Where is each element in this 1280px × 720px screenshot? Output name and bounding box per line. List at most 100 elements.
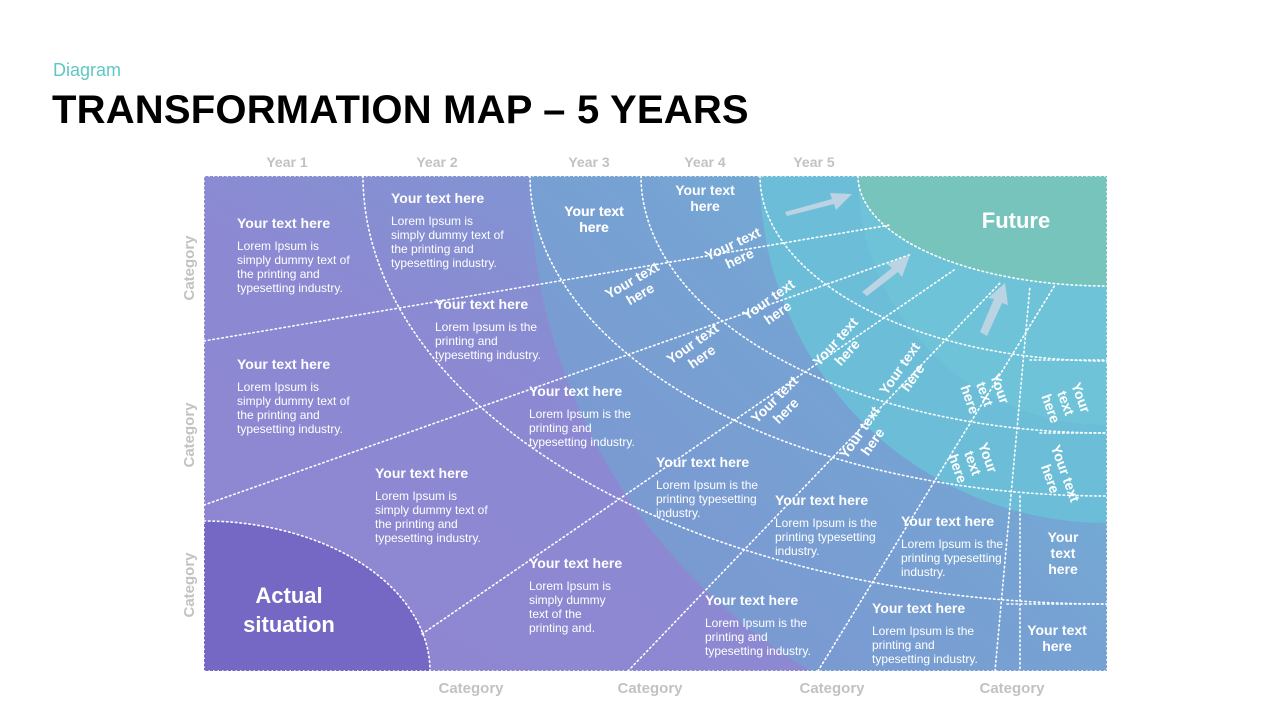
- block-body-line: simply dummy: [529, 593, 606, 607]
- text-block: Your text here Lorem Ipsum is theprinting…: [775, 492, 877, 558]
- ring-cell-text: here: [1048, 561, 1078, 577]
- ring-cell-text: here: [1042, 638, 1072, 654]
- block-heading: Your text here: [872, 600, 965, 616]
- text-block: Your text here Lorem Ipsum is theprinting…: [705, 592, 811, 658]
- block-body-line: Lorem Ipsum is the: [872, 624, 974, 638]
- block-body-line: typesetting industry.: [529, 435, 635, 449]
- block-heading: Your text here: [656, 454, 749, 470]
- year-label: Year 1: [266, 154, 307, 170]
- block-body-line: Lorem Ipsum is the: [901, 537, 1003, 551]
- block-body-line: the printing and: [375, 517, 458, 531]
- category-label: Category: [181, 235, 198, 301]
- category-label: Category: [617, 680, 683, 697]
- block-body-line: typesetting industry.: [237, 281, 343, 295]
- block-body-line: printing and: [529, 421, 592, 435]
- block-body-line: industry.: [775, 544, 819, 558]
- slide-title: TRANSFORMATION MAP – 5 YEARS: [52, 88, 749, 132]
- block-body-line: typesetting industry.: [375, 531, 481, 545]
- block-body-line: the printing and: [237, 408, 320, 422]
- block-body-line: Lorem Ipsum is: [375, 489, 457, 503]
- block-body-line: simply dummy text of: [391, 228, 504, 242]
- text-block: Your text here Lorem Ipsum is theprinting…: [656, 454, 758, 520]
- ring-cell-text: Your text: [1027, 622, 1087, 638]
- block-body-line: the printing and: [237, 267, 320, 281]
- block-body-line: simply dummy text of: [237, 394, 350, 408]
- year-label: Year 2: [416, 154, 457, 170]
- block-body-line: printing typesetting: [656, 492, 757, 506]
- arrow-icon: [785, 193, 852, 216]
- arrow-icon: [980, 283, 1008, 336]
- year-label: Year 4: [684, 154, 725, 170]
- block-body-line: printing and: [435, 334, 498, 348]
- block-body-line: printing and: [705, 630, 768, 644]
- ring-cell-text: text: [1051, 545, 1076, 561]
- ring-cell-text: here: [579, 219, 609, 235]
- block-body-line: the printing and: [391, 242, 474, 256]
- ring-cell-text: Your text: [564, 203, 624, 219]
- actual-situation-region: [204, 521, 430, 671]
- block-heading: Your text here: [375, 465, 468, 481]
- map-area: [204, 176, 1107, 671]
- block-heading: Your text here: [529, 383, 622, 399]
- block-body-line: Lorem Ipsum is: [237, 239, 319, 253]
- ring-cell-text: Your text: [675, 182, 735, 198]
- ring-cell-text: Your: [1048, 529, 1079, 545]
- block-body-line: Lorem Ipsum is: [237, 380, 319, 394]
- block-body-line: Lorem Ipsum is the: [435, 320, 537, 334]
- block-body-line: industry.: [901, 565, 945, 579]
- actual-situation-label: situation: [243, 612, 335, 637]
- block-body-line: Lorem Ipsum is the: [529, 407, 631, 421]
- block-body-line: typesetting industry.: [705, 644, 811, 658]
- block-body-line: printing and: [872, 638, 935, 652]
- block-body-line: Lorem Ipsum is: [529, 579, 611, 593]
- block-body-line: typesetting industry.: [435, 348, 541, 362]
- block-body-line: Lorem Ipsum is the: [775, 516, 877, 530]
- ring-cell-text: Your text: [564, 203, 624, 219]
- text-block: Your text here Lorem Ipsum is theprinting…: [872, 600, 978, 666]
- block-body-line: text of the: [529, 607, 582, 621]
- arrow-icon: [862, 255, 910, 296]
- block-body-line: Lorem Ipsum is: [391, 214, 473, 228]
- category-label: Category: [799, 680, 865, 697]
- text-block: Your text here Lorem Ipsum is theprinting…: [529, 383, 635, 449]
- block-body-line: Lorem Ipsum is the: [656, 478, 758, 492]
- year-label: Year 3: [568, 154, 609, 170]
- category-label: Category: [979, 680, 1045, 697]
- future-region: [857, 176, 1107, 286]
- block-heading: Your text here: [435, 296, 528, 312]
- block-heading: Your text here: [705, 592, 798, 608]
- block-body-line: industry.: [656, 506, 700, 520]
- block-body-line: typesetting industry.: [872, 652, 978, 666]
- block-heading: Your text here: [529, 555, 622, 571]
- category-label: Category: [181, 552, 198, 618]
- text-block: Your text here Lorem Ipsum is theprinting…: [901, 513, 1003, 579]
- ring-cell-text: here: [690, 198, 720, 214]
- text-block: Your text here Lorem Ipsum is theprinting…: [435, 296, 541, 362]
- block-body-line: typesetting industry.: [237, 422, 343, 436]
- block-body-line: printing typesetting: [901, 551, 1002, 565]
- slide-subtitle: Diagram: [53, 60, 122, 80]
- future-label: Future: [982, 208, 1050, 233]
- block-body-line: typesetting industry.: [391, 256, 497, 270]
- block-heading: Your text here: [775, 492, 868, 508]
- actual-situation-label: Actual: [255, 583, 322, 608]
- block-heading: Your text here: [391, 190, 484, 206]
- year-label: Year 5: [793, 154, 834, 170]
- category-label: Category: [438, 680, 504, 697]
- block-heading: Your text here: [901, 513, 994, 529]
